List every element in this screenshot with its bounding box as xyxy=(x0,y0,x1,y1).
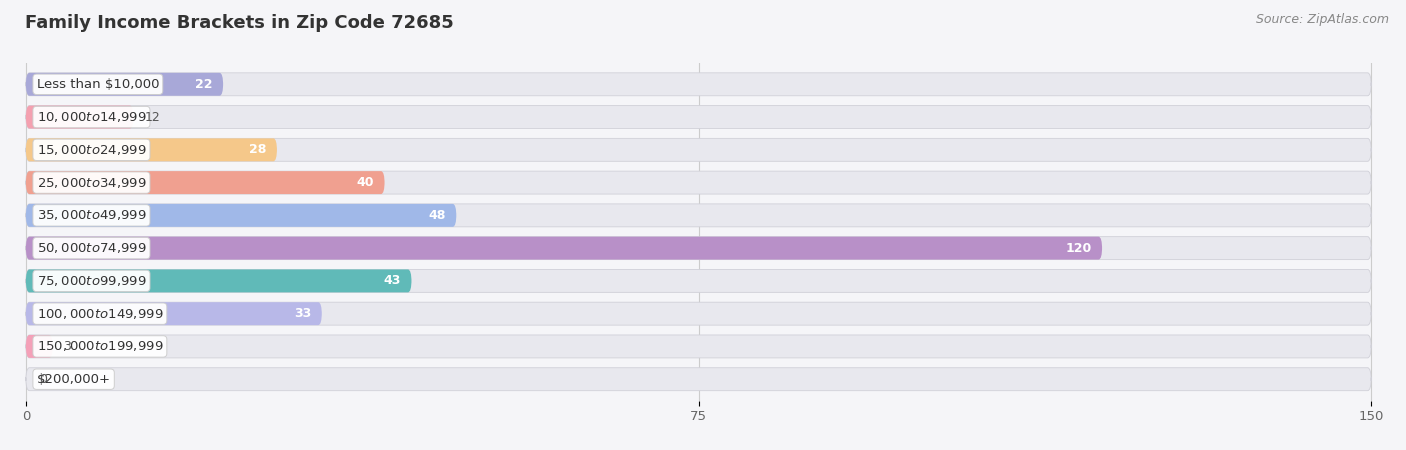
Text: $15,000 to $24,999: $15,000 to $24,999 xyxy=(37,143,146,157)
FancyBboxPatch shape xyxy=(25,106,1371,129)
Text: 43: 43 xyxy=(384,274,401,288)
Text: $75,000 to $99,999: $75,000 to $99,999 xyxy=(37,274,146,288)
Text: $35,000 to $49,999: $35,000 to $49,999 xyxy=(37,208,146,222)
Text: $50,000 to $74,999: $50,000 to $74,999 xyxy=(37,241,146,255)
Text: 3: 3 xyxy=(63,340,72,353)
Text: Less than $10,000: Less than $10,000 xyxy=(37,78,159,91)
FancyBboxPatch shape xyxy=(25,171,1371,194)
Text: Family Income Brackets in Zip Code 72685: Family Income Brackets in Zip Code 72685 xyxy=(25,14,454,32)
FancyBboxPatch shape xyxy=(25,106,134,129)
Text: $150,000 to $199,999: $150,000 to $199,999 xyxy=(37,339,163,353)
Text: 40: 40 xyxy=(356,176,374,189)
Text: $200,000+: $200,000+ xyxy=(37,373,111,386)
FancyBboxPatch shape xyxy=(25,368,1371,391)
Text: 120: 120 xyxy=(1066,242,1091,255)
Text: $10,000 to $14,999: $10,000 to $14,999 xyxy=(37,110,146,124)
FancyBboxPatch shape xyxy=(25,204,1371,227)
FancyBboxPatch shape xyxy=(25,237,1371,260)
Text: 22: 22 xyxy=(195,78,212,91)
Text: 12: 12 xyxy=(145,111,160,124)
FancyBboxPatch shape xyxy=(25,335,1371,358)
FancyBboxPatch shape xyxy=(25,302,1371,325)
FancyBboxPatch shape xyxy=(25,204,457,227)
FancyBboxPatch shape xyxy=(25,171,385,194)
Text: Source: ZipAtlas.com: Source: ZipAtlas.com xyxy=(1256,14,1389,27)
Text: 0: 0 xyxy=(39,373,48,386)
Text: 48: 48 xyxy=(429,209,446,222)
FancyBboxPatch shape xyxy=(25,335,53,358)
FancyBboxPatch shape xyxy=(25,138,277,161)
Text: $100,000 to $149,999: $100,000 to $149,999 xyxy=(37,306,163,321)
FancyBboxPatch shape xyxy=(25,138,1371,161)
Text: 33: 33 xyxy=(294,307,311,320)
FancyBboxPatch shape xyxy=(25,302,322,325)
Text: $25,000 to $34,999: $25,000 to $34,999 xyxy=(37,176,146,189)
FancyBboxPatch shape xyxy=(25,270,412,293)
FancyBboxPatch shape xyxy=(25,73,224,96)
FancyBboxPatch shape xyxy=(25,270,1371,293)
FancyBboxPatch shape xyxy=(25,237,1102,260)
FancyBboxPatch shape xyxy=(25,73,1371,96)
Text: 28: 28 xyxy=(249,144,266,156)
